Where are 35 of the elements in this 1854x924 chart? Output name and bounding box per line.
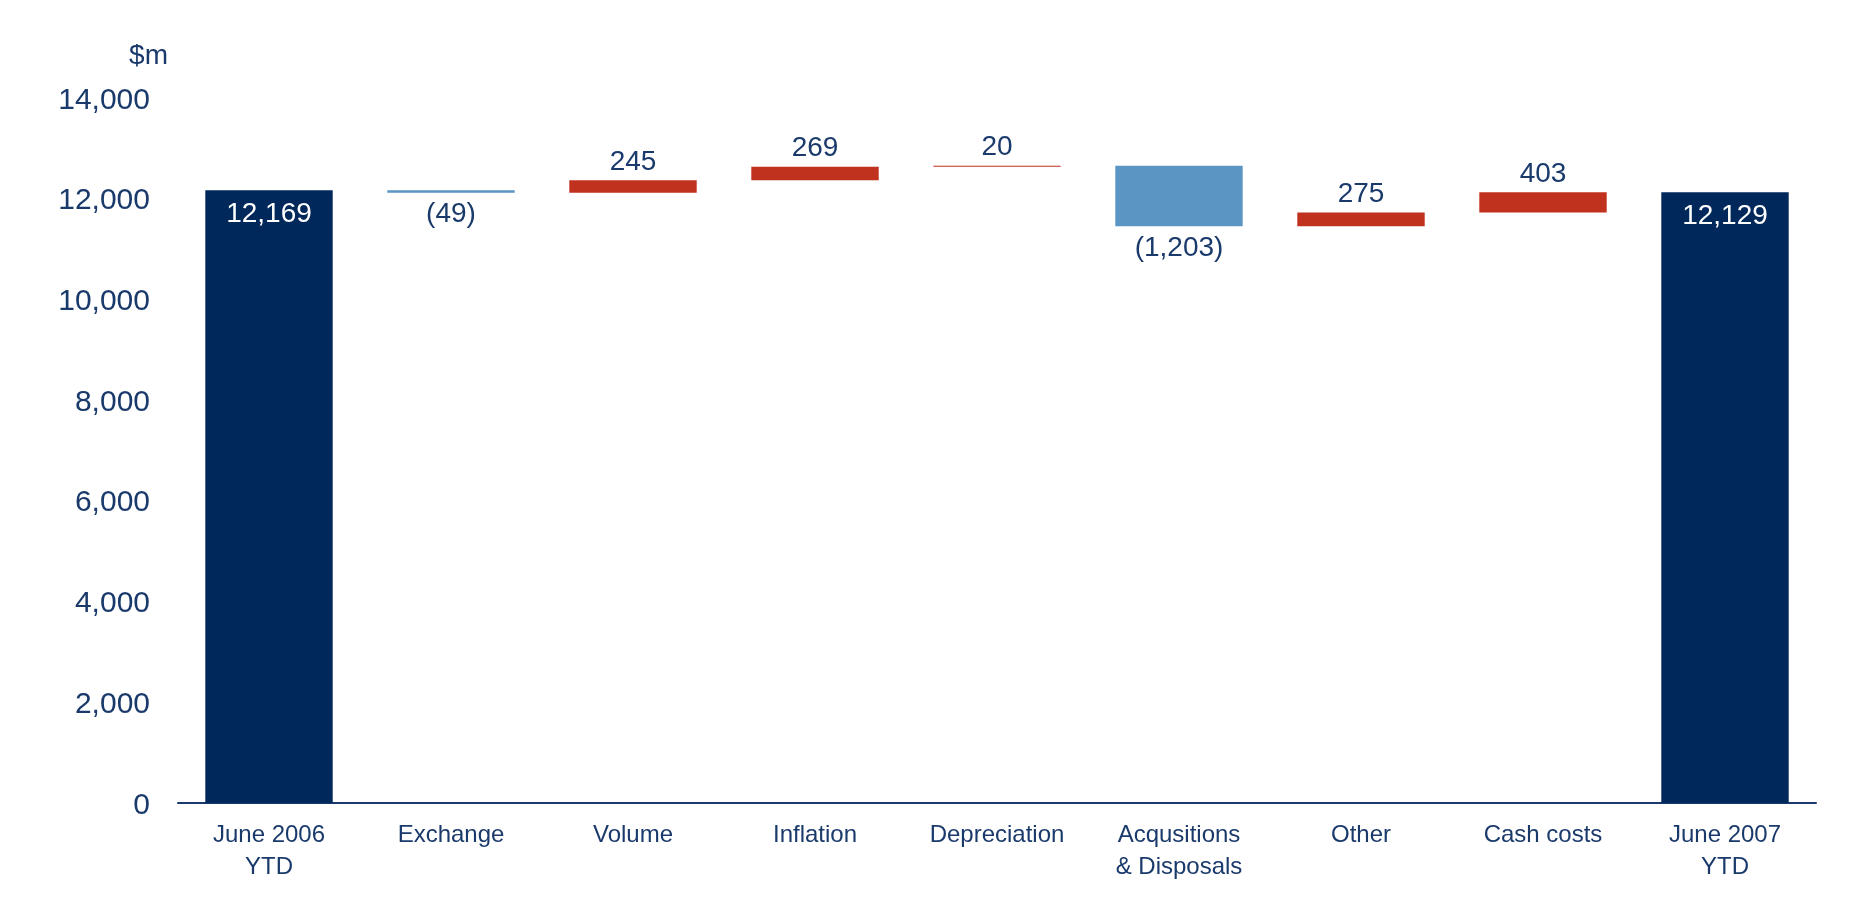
data-label: 12,169 [226,196,312,228]
bar [569,180,697,193]
data-label: (49) [426,197,476,229]
data-label: 245 [609,144,657,176]
data-label: 20 [981,130,1013,162]
bar [1297,212,1425,227]
bar [205,190,333,803]
y-tick-label: 10,000 [58,282,150,316]
x-tick-label: Depreciation [929,819,1065,847]
y-tick-label: 6,000 [74,484,150,518]
x-tick-label: Acqusitions & Disposals [1115,819,1243,879]
bar [1479,192,1607,213]
y-tick-label: 4,000 [74,585,150,619]
y-axis-title: $m [129,38,168,70]
y-tick-label: 0 [133,786,150,820]
bar [1115,165,1243,227]
data-label: 269 [791,131,839,163]
x-tick-label: Inflation [772,819,858,847]
data-label: 403 [1519,156,1567,188]
x-tick-label: Cash costs [1483,819,1603,847]
x-tick-label: Volume [592,819,674,847]
bar [751,166,879,181]
bar [387,190,515,193]
y-tick-label: 14,000 [58,81,150,115]
x-tick-label: Exchange [397,819,505,847]
y-tick-label: 2,000 [74,685,150,719]
data-label: 12,129 [1682,198,1768,230]
bar [1661,192,1789,803]
x-tick-label: June 2007 YTD [1668,819,1782,879]
data-label: 275 [1337,177,1385,209]
y-tick-label: 8,000 [74,383,150,417]
data-label: (1,203) [1134,230,1224,262]
x-tick-label: June 2006 YTD [212,819,326,879]
y-tick-label: 12,000 [58,182,150,216]
x-tick-label: Other [1330,819,1392,847]
